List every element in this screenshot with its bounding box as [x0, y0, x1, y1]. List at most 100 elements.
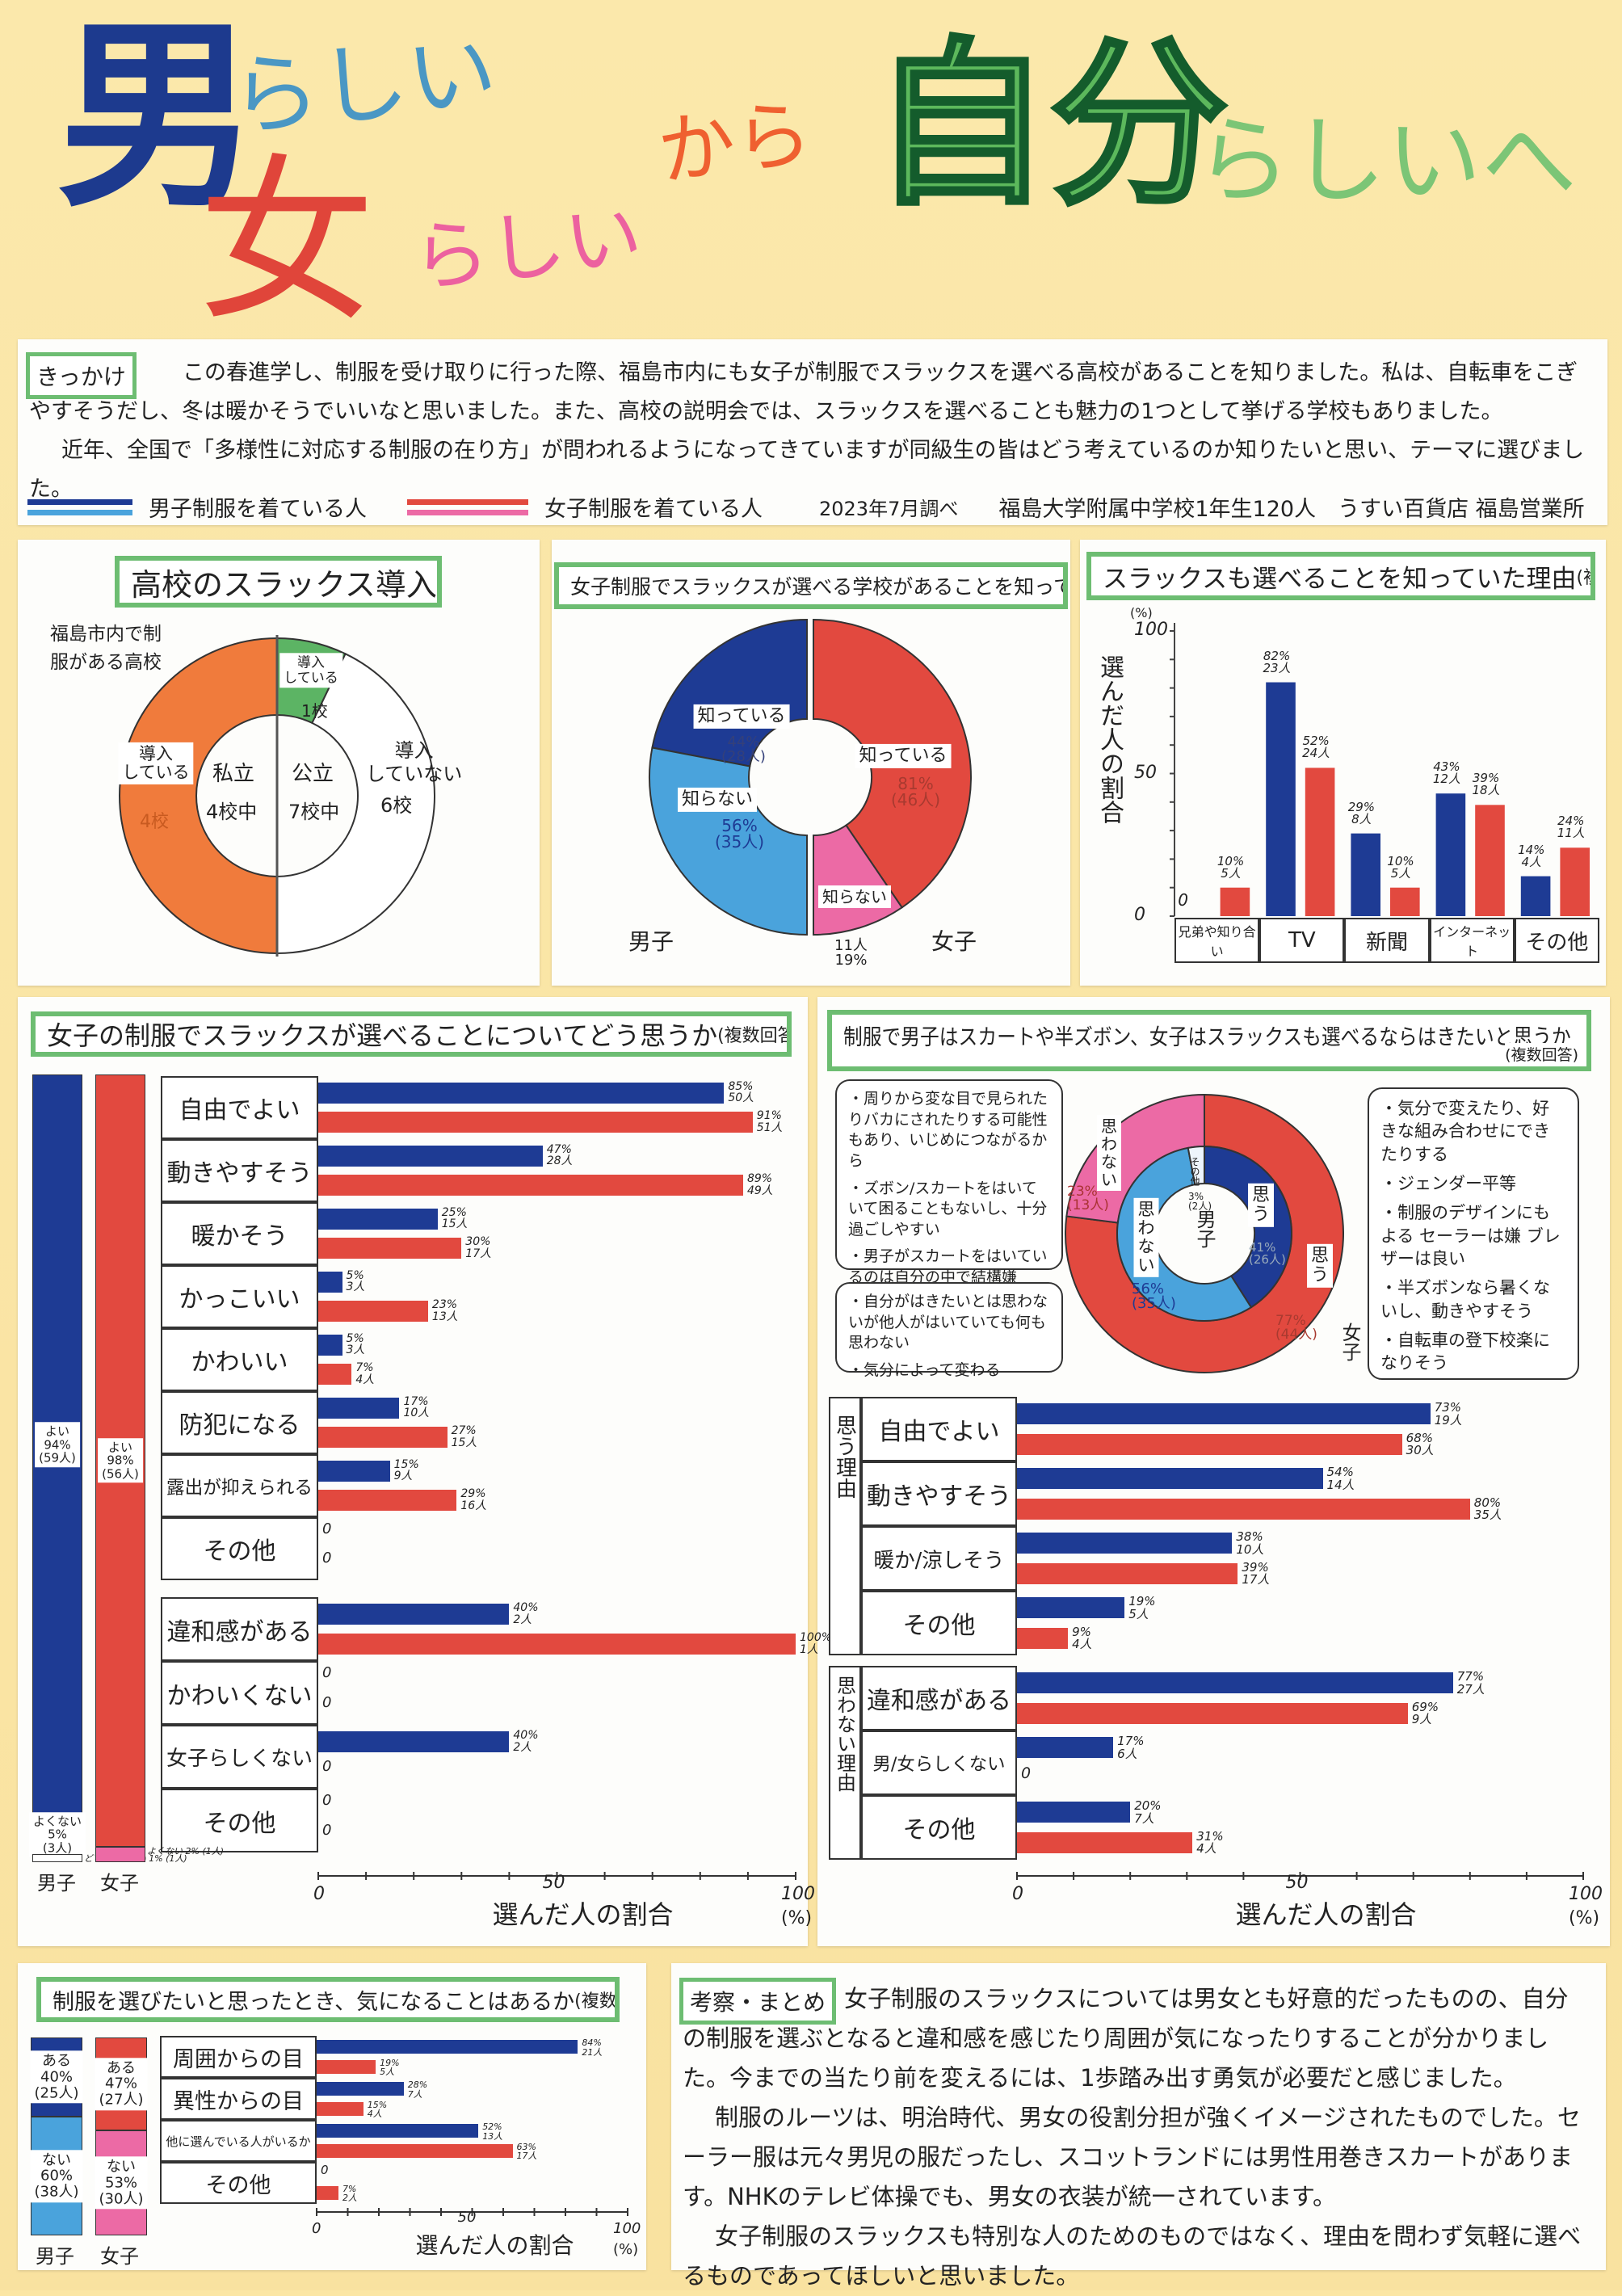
value-label: 40% 2人 [513, 1728, 539, 1754]
bar-girls [1017, 1831, 1193, 1853]
legend-girls-swatch [407, 498, 528, 515]
bar-boys [318, 1334, 342, 1356]
girls-no-value: 23% (13人) [1067, 1184, 1109, 1213]
want-to-wear-title: 制服で男子はスカートや半ズボン、女子はスラックスも選べるならはきたいと思うか (… [827, 1010, 1591, 1071]
value-label: 15% 9人 [393, 1457, 419, 1483]
boys-summary-segment-label: ある 40% (25人) [30, 2050, 83, 2104]
conclusion-paragraph-1: 女子制服のスラックスについては男女とも好意的だったものの、自分の制服を選ぶとなる… [683, 1985, 1569, 2092]
adoption-title: 高校のスラックス導入率 [115, 556, 442, 608]
bar-boys [1266, 682, 1296, 916]
bar-boys [318, 1271, 342, 1293]
value-label: 30% 17人 [465, 1235, 492, 1261]
girls-summary-segment-label: よくない 2% (1人) [147, 1845, 225, 1857]
boys-no-value: 56% (35人) [1132, 1280, 1176, 1312]
boys-summary-segment-label: よい 94% (59人) [35, 1422, 80, 1467]
bar-girls [318, 1301, 428, 1323]
comments-neutral-list: 自分がはきたいとは思わないが他人がはいていても何も思わない気分によって変わる [848, 1292, 1050, 1381]
panel-awareness [552, 540, 1070, 986]
bar-girls [1017, 1433, 1402, 1455]
value-label: 19% 5人 [1128, 1594, 1156, 1621]
section-label-no: 思わない理由 [829, 1666, 861, 1860]
value-label: 0 [322, 1694, 332, 1712]
boys-yes-label: 思 う [1247, 1183, 1275, 1228]
category-label: 動きやすそう [161, 1139, 318, 1202]
boys-summary-group-label: 男子 [36, 2245, 74, 2268]
value-label: 25% 15人 [441, 1205, 468, 1231]
x-tick-label: 0 [313, 1884, 325, 1904]
boys-dont-know-value: 56% (35人) [715, 816, 765, 852]
value-label: 0 [1021, 1764, 1032, 1782]
value-label: 38% 10人 [1236, 1529, 1264, 1557]
bar-boys [317, 2124, 479, 2138]
y-tick-label: 50 [1134, 762, 1157, 783]
value-label: 40% 2人 [513, 1600, 539, 1626]
value-label: 89% 49人 [746, 1172, 773, 1198]
x-tick-label: 100 [781, 1884, 815, 1904]
intro-label: きっかけ [26, 352, 137, 399]
boys-group-label: 男子 [628, 928, 674, 955]
bar-girls [317, 2059, 376, 2074]
bar-girls [317, 2101, 363, 2116]
bar-boys [318, 1397, 400, 1419]
boys-yes-value: 41% (26人) [1249, 1240, 1286, 1267]
adoption-title-text: 高校のスラックス導入率 [131, 566, 442, 603]
value-label: 23% 13人 [431, 1298, 458, 1324]
x-tick-label: 0 [312, 2220, 321, 2237]
category-label: その他 [161, 1789, 318, 1852]
survey-date: 2023年7月調べ [819, 498, 959, 520]
bar-girls [317, 2143, 513, 2158]
value-label: 54% 14人 [1326, 1465, 1355, 1492]
bar-girls [1017, 1562, 1238, 1584]
category-label: 動きやすそう [861, 1461, 1017, 1526]
public-not-adopted-count: 6校 [380, 794, 413, 817]
x-tick-label: 50 [1285, 1873, 1309, 1893]
value-label: 0 [321, 2163, 329, 2178]
bar-boys [1017, 1403, 1431, 1425]
value-label: 69% 9人 [1411, 1699, 1439, 1727]
value-label: 52% 13人 [482, 2121, 503, 2142]
value-label: 28% 7人 [407, 2079, 428, 2100]
value-label: 14% 4人 [1518, 842, 1545, 869]
conclusion-text: 女子制服のスラックスについては男女とも好意的だったものの、自分の制服を選ぶとなる… [683, 1979, 1591, 2296]
value-label: 10% 5人 [1387, 853, 1414, 881]
girls-summary-segment-label: よい 98% (56人) [98, 1438, 143, 1483]
adoption-note: 福島市内で制服がある高校 [50, 624, 162, 673]
value-label: 85% 50人 [728, 1079, 754, 1105]
category-label: 自由でよい [161, 1076, 318, 1139]
value-label: 5% 3人 [346, 1331, 365, 1357]
value-label: 84% 21人 [582, 2037, 603, 2058]
value-label: 0 [322, 1663, 332, 1681]
survey-sources: 福島大学附属中学校1年生120人 うすい百貨店 福島営業所 [998, 497, 1585, 522]
girls-summary-group-label: 女子 [100, 1872, 139, 1894]
value-label: 19% 5人 [380, 2057, 400, 2078]
value-label: 31% 4人 [1196, 1828, 1224, 1857]
x-axis-label: 選んだ人の割合 [415, 2232, 574, 2259]
opinion-note: (複数回答) [717, 1026, 787, 1046]
category-label: その他 [160, 2162, 317, 2204]
bar-girls [318, 1175, 743, 1196]
bar-girls [1560, 847, 1590, 916]
legend-boys-swatch [27, 498, 132, 515]
comment-yes: 自転車の登下校楽になりそう [1380, 1329, 1566, 1375]
bar-boys [318, 1208, 438, 1230]
category-label: 他に選んでいる人がいるか [160, 2120, 317, 2162]
value-label: 47% 28人 [546, 1142, 573, 1168]
title-otoko: 男 [57, 0, 258, 234]
title-jibun: 自分 [870, 22, 1229, 229]
value-label: 82% 23人 [1263, 648, 1291, 675]
value-label: 17% 10人 [403, 1394, 430, 1420]
category-label: 自由でよい [861, 1397, 1017, 1461]
awareness-title: 女子制服でスラックスが選べる学校があることを知っていたか [554, 562, 1068, 609]
girls-summary-group-label: 女子 [100, 2245, 139, 2268]
public-adopted-count: 1校 [301, 701, 328, 721]
x-tick-label: 0 [1012, 1884, 1023, 1904]
bar-girls [1017, 1702, 1408, 1724]
value-label: 10% 5人 [1216, 853, 1245, 881]
girls-know-value: 81% (46人) [891, 774, 941, 809]
concerns-note: (複数回答) [574, 1991, 617, 2012]
reasons-known-title-text: スラックスも選べることを知っていた理由 [1103, 564, 1577, 594]
boys-other-label: その他 [1189, 1157, 1200, 1186]
bar-boys [1435, 793, 1466, 916]
value-label: 20% 7人 [1134, 1798, 1162, 1826]
boys-summary-segment-label: よくない 5% (3人) [28, 1812, 86, 1857]
